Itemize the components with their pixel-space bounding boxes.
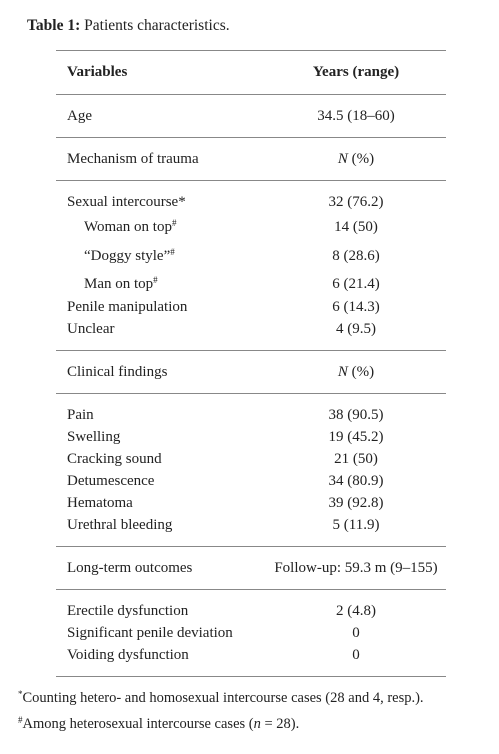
table-row: Unclear 4 (9.5) bbox=[56, 318, 446, 340]
row-value: 2 (4.8) bbox=[336, 603, 376, 619]
row-value: 39 (92.8) bbox=[328, 495, 384, 511]
table-row: Pain 38 (90.5) bbox=[56, 404, 446, 426]
rule bbox=[56, 393, 446, 394]
row-value: 14 (50) bbox=[334, 219, 378, 235]
table-row: Urethral bleeding 5 (11.9) bbox=[56, 514, 446, 536]
row-label: Pain bbox=[67, 407, 94, 423]
section-follow-up: Follow-up: 59.3 m (9–155) bbox=[274, 560, 438, 576]
rule bbox=[56, 589, 446, 590]
row-value: 6 (21.4) bbox=[332, 276, 380, 292]
rule-top bbox=[56, 50, 446, 51]
table-row-age: Age 34.5 (18–60) bbox=[56, 105, 446, 127]
row-label: Man on top# bbox=[84, 275, 158, 293]
section-unit: N (%) bbox=[337, 151, 375, 167]
row-label: Unclear bbox=[67, 321, 115, 337]
rule-bottom bbox=[56, 676, 446, 677]
row-label: Voiding dysfunction bbox=[67, 647, 189, 663]
rule bbox=[56, 137, 446, 138]
table-row: Sexual intercourse* 32 (76.2) bbox=[56, 191, 446, 213]
row-label: Cracking sound bbox=[67, 451, 162, 467]
table-row: Man on top# 6 (21.4) bbox=[56, 273, 446, 295]
table-row: Erectile dysfunction 2 (4.8) bbox=[56, 600, 446, 622]
rule-header bbox=[56, 94, 446, 95]
header-variables: Variables bbox=[67, 64, 128, 80]
section-label: Long-term outcomes bbox=[67, 560, 193, 576]
row-label: “Doggy style”# bbox=[84, 247, 175, 265]
row-value: 21 (50) bbox=[334, 451, 378, 467]
section-mechanism-of-trauma: Mechanism of trauma N (%) bbox=[56, 148, 446, 170]
table-row: Cracking sound 21 (50) bbox=[56, 448, 446, 470]
row-value: 6 (14.3) bbox=[332, 299, 380, 315]
row-label: Erectile dysfunction bbox=[67, 603, 189, 619]
rule bbox=[56, 180, 446, 181]
table-row: Voiding dysfunction 0 bbox=[56, 644, 446, 666]
table-row: “Doggy style”# 8 (28.6) bbox=[56, 245, 446, 267]
row-label: Urethral bleeding bbox=[67, 517, 173, 533]
footnote-hash: #Among heterosexual intercourse cases (n… bbox=[18, 715, 300, 733]
row-value: 0 bbox=[352, 647, 360, 663]
header-years-range: Years (range) bbox=[312, 64, 400, 80]
section-unit: N (%) bbox=[337, 364, 375, 380]
caption-text: Patients characteristics. bbox=[84, 17, 230, 34]
table-caption: Table 1: Patients characteristics. bbox=[27, 17, 230, 35]
row-value: 8 (28.6) bbox=[332, 248, 380, 264]
row-value: 5 (11.9) bbox=[332, 517, 380, 533]
section-label: Clinical findings bbox=[67, 364, 168, 380]
row-label: Age bbox=[67, 108, 92, 124]
rule bbox=[56, 350, 446, 351]
table-row: Hematoma 39 (92.8) bbox=[56, 492, 446, 514]
row-value: 34.5 (18–60) bbox=[317, 108, 395, 124]
table-row: Woman on top# 14 (50) bbox=[56, 216, 446, 238]
row-label: Sexual intercourse* bbox=[67, 194, 186, 210]
table-row: Significant penile deviation 0 bbox=[56, 622, 446, 644]
rule bbox=[56, 546, 446, 547]
section-long-term-outcomes: Long-term outcomes Follow-up: 59.3 m (9–… bbox=[56, 557, 446, 579]
row-value: 34 (80.9) bbox=[328, 473, 384, 489]
header-row: Variables Years (range) bbox=[56, 61, 446, 83]
table-row: Detumescence 34 (80.9) bbox=[56, 470, 446, 492]
table-row: Penile manipulation 6 (14.3) bbox=[56, 296, 446, 318]
row-value: 4 (9.5) bbox=[336, 321, 376, 337]
row-label: Hematoma bbox=[67, 495, 133, 511]
row-value: 32 (76.2) bbox=[328, 194, 384, 210]
row-label: Swelling bbox=[67, 429, 121, 445]
row-label: Woman on top# bbox=[84, 218, 177, 236]
row-value: 0 bbox=[352, 625, 360, 641]
row-label: Detumescence bbox=[67, 473, 155, 489]
table-row: Swelling 19 (45.2) bbox=[56, 426, 446, 448]
row-value: 19 (45.2) bbox=[328, 429, 384, 445]
footnote-asterisk: *Counting hetero- and homosexual interco… bbox=[18, 689, 424, 707]
section-label: Mechanism of trauma bbox=[67, 151, 199, 167]
row-value: 38 (90.5) bbox=[328, 407, 384, 423]
row-label: Penile manipulation bbox=[67, 299, 188, 315]
section-clinical-findings: Clinical findings N (%) bbox=[56, 361, 446, 383]
row-label: Significant penile deviation bbox=[67, 625, 233, 641]
caption-label: Table 1: bbox=[27, 17, 81, 34]
